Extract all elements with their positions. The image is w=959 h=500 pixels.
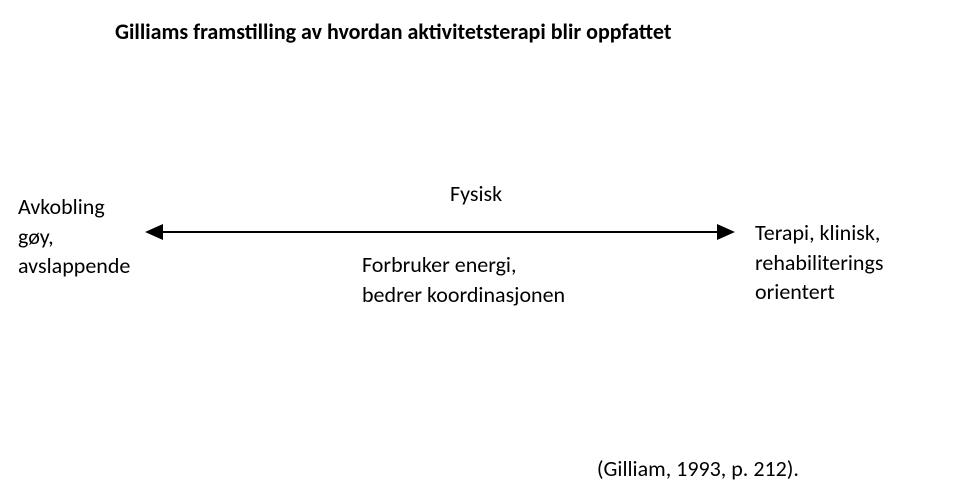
left-line-2: gøy, <box>18 222 130 252</box>
center-line-1: Forbruker energi, <box>362 250 565 280</box>
left-endpoint-block: Avkobling gøy, avslappende <box>18 192 130 281</box>
left-line-3: avslappende <box>18 251 130 281</box>
citation-text: (Gilliam, 1993, p. 212). <box>597 455 799 482</box>
center-description-block: Forbruker energi, bedrer koordinasjonen <box>362 250 565 309</box>
center-line-2: bedrer koordinasjonen <box>362 280 565 310</box>
top-axis-label: Fysisk <box>450 180 502 207</box>
left-line-1: Avkobling <box>18 192 130 222</box>
right-line-1: Terapi, klinisk, <box>755 218 883 248</box>
diagram-title: Gilliams framstilling av hvordan aktivit… <box>115 18 671 45</box>
double-arrow <box>145 220 735 244</box>
right-endpoint-block: Terapi, klinisk, rehabiliterings oriente… <box>755 218 883 307</box>
right-line-3: orientert <box>755 277 883 307</box>
right-line-2: rehabiliterings <box>755 248 883 278</box>
